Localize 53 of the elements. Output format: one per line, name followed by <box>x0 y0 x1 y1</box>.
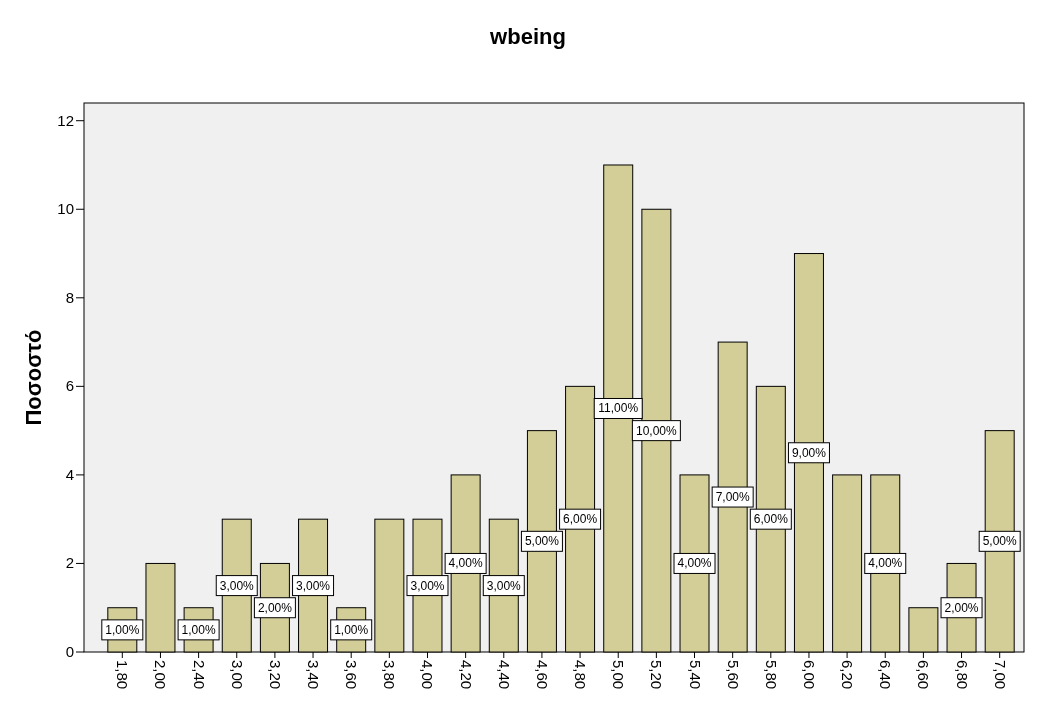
y-tick-label: 6 <box>65 377 74 395</box>
data-label: 11,00% <box>598 401 639 416</box>
data-label: 1,00% <box>105 622 140 637</box>
data-label: 9,00% <box>791 445 827 460</box>
x-tick-label: 6,60 <box>915 660 933 690</box>
x-tick-label: 6,20 <box>839 660 857 690</box>
x-tick-label: 4,80 <box>572 660 590 690</box>
data-label: 4,00% <box>448 556 483 571</box>
data-label: 6,00% <box>563 512 598 527</box>
x-tick-label: 4,20 <box>457 660 475 690</box>
data-label: 2,00% <box>257 600 293 615</box>
data-label: 3,00% <box>219 578 255 593</box>
x-tick-label: 6,00 <box>800 660 818 690</box>
x-tick-label: 3,40 <box>305 660 323 690</box>
x-tick-label: 5,60 <box>724 660 742 690</box>
x-tick-label: 6,80 <box>953 660 971 690</box>
x-tick-label: 2,40 <box>190 660 208 690</box>
x-tick-label: 2,00 <box>152 660 170 690</box>
data-label: 4,00% <box>677 556 712 571</box>
y-tick-label: 2 <box>65 554 74 572</box>
y-axis-title: Ποσοστό <box>21 329 46 426</box>
x-tick-label: 4,00 <box>419 660 437 690</box>
x-tick-label: 6,40 <box>877 660 895 690</box>
x-tick-label: 3,80 <box>381 660 399 690</box>
x-tick-label: 3,60 <box>343 660 361 690</box>
data-label: 3,00% <box>296 578 331 593</box>
x-tick-label: 1,80 <box>114 660 132 690</box>
data-label: 10,00% <box>636 423 678 438</box>
data-label: 4,00% <box>868 556 903 571</box>
y-tick-label: 12 <box>57 111 74 129</box>
x-tick-label: 4,40 <box>495 660 513 690</box>
x-tick-label: 5,20 <box>648 660 666 690</box>
y-tick-label: 0 <box>65 643 74 660</box>
chart-title: wbeing <box>489 24 566 49</box>
data-label: 6,00% <box>753 512 789 527</box>
data-label: 7,00% <box>715 490 750 505</box>
data-label: 3,00% <box>486 578 522 593</box>
x-tick-label: 7,00 <box>991 660 1009 690</box>
y-tick-label: 10 <box>57 200 74 218</box>
x-tick-label: 3,20 <box>266 660 284 690</box>
data-label: 1,00% <box>334 622 369 637</box>
data-label: 5,00% <box>982 534 1018 549</box>
data-label: 3,00% <box>410 578 445 593</box>
data-label: 5,00% <box>524 534 560 549</box>
y-tick-label: 4 <box>65 465 74 483</box>
x-tick-label: 4,60 <box>533 660 551 690</box>
x-tick-label: 5,00 <box>610 660 628 690</box>
data-label: 2,00% <box>944 600 979 615</box>
x-tick-label: 5,80 <box>762 660 780 690</box>
x-tick-label: 5,40 <box>686 660 704 690</box>
y-tick-label: 8 <box>65 288 74 306</box>
data-label: 1,00% <box>181 622 216 637</box>
x-tick-label: 3,00 <box>228 660 246 690</box>
